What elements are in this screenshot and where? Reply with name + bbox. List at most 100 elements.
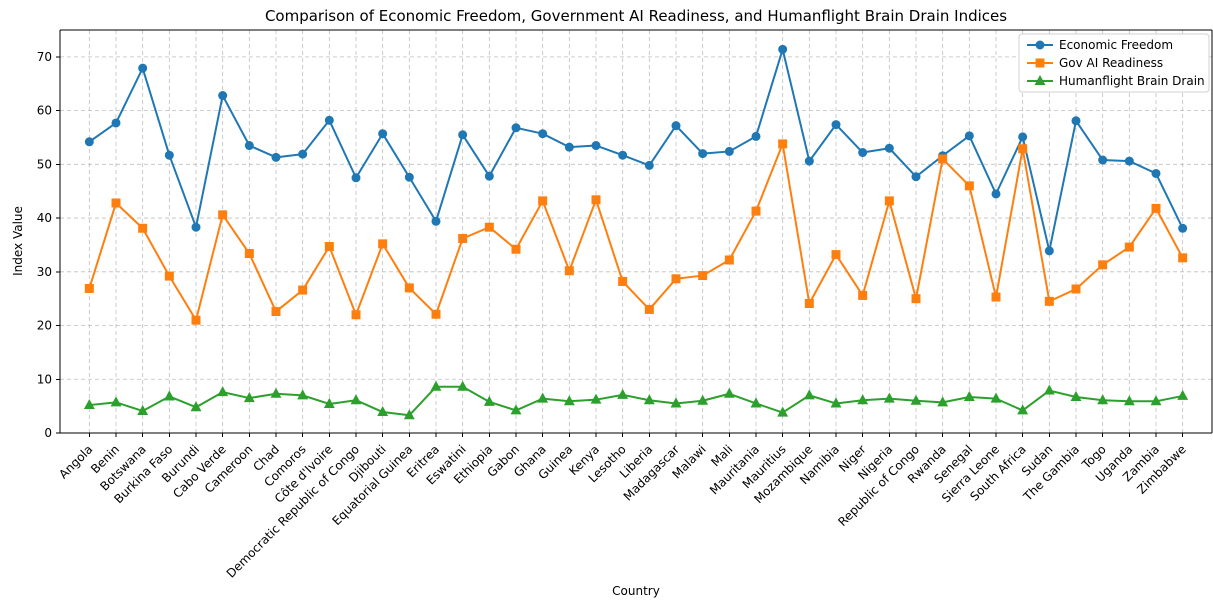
legend-label: Humanflight Brain Drain bbox=[1059, 74, 1205, 88]
data-point bbox=[671, 274, 681, 284]
x-tick-label: Angola bbox=[56, 442, 95, 481]
data-point bbox=[830, 397, 842, 408]
data-point bbox=[618, 276, 628, 286]
y-tick-label: 50 bbox=[37, 157, 52, 171]
y-tick-label: 70 bbox=[37, 50, 52, 64]
data-point bbox=[1151, 203, 1161, 213]
data-point bbox=[964, 131, 974, 141]
data-point bbox=[537, 392, 549, 403]
data-point bbox=[670, 397, 682, 408]
data-point bbox=[644, 304, 654, 314]
y-tick-label: 10 bbox=[37, 372, 52, 386]
data-point bbox=[1071, 116, 1081, 126]
series-line-0 bbox=[88, 48, 1184, 252]
data-point bbox=[298, 285, 308, 295]
y-tick-label: 20 bbox=[37, 319, 52, 333]
data-point bbox=[1150, 395, 1162, 406]
data-point bbox=[298, 149, 308, 159]
data-point bbox=[404, 172, 414, 182]
data-point bbox=[217, 386, 229, 397]
data-point bbox=[511, 123, 521, 133]
y-tick-label: 40 bbox=[37, 211, 52, 225]
legend-marker bbox=[1035, 58, 1045, 68]
data-point bbox=[243, 392, 255, 403]
data-point bbox=[1018, 144, 1028, 154]
data-point bbox=[1098, 260, 1108, 270]
data-point bbox=[937, 396, 949, 407]
data-point bbox=[1124, 156, 1134, 166]
data-point bbox=[510, 404, 522, 415]
data-point bbox=[458, 130, 468, 140]
data-point bbox=[723, 387, 735, 398]
data-point bbox=[884, 143, 894, 153]
legend-label: Economic Freedom bbox=[1059, 38, 1173, 52]
data-point bbox=[858, 290, 868, 300]
data-point bbox=[591, 195, 601, 205]
data-point bbox=[643, 394, 655, 405]
data-point bbox=[883, 392, 895, 403]
data-point bbox=[698, 271, 708, 281]
data-point bbox=[190, 401, 202, 412]
data-point bbox=[751, 131, 761, 141]
data-point bbox=[1177, 389, 1189, 400]
data-point bbox=[1097, 394, 1109, 405]
data-point bbox=[84, 283, 94, 293]
data-point bbox=[1178, 253, 1188, 263]
legend-label: Gov AI Readiness bbox=[1059, 56, 1163, 70]
data-point bbox=[191, 222, 201, 232]
data-point bbox=[511, 244, 521, 254]
data-point bbox=[564, 266, 574, 276]
data-point bbox=[324, 115, 334, 125]
data-point bbox=[617, 388, 629, 399]
data-point bbox=[138, 223, 148, 233]
y-tick-label: 60 bbox=[37, 104, 52, 118]
data-point bbox=[724, 146, 734, 156]
data-point bbox=[804, 299, 814, 309]
data-point bbox=[618, 150, 628, 160]
data-point bbox=[324, 242, 334, 252]
grid-layer bbox=[60, 30, 1212, 434]
y-tick-label: 30 bbox=[37, 265, 52, 279]
series-line-1 bbox=[88, 142, 1184, 322]
data-point bbox=[644, 160, 654, 170]
data-point bbox=[964, 181, 974, 191]
data-point bbox=[1044, 296, 1054, 306]
data-point bbox=[910, 394, 922, 405]
data-point bbox=[990, 392, 1002, 403]
data-point bbox=[164, 271, 174, 281]
data-point bbox=[831, 120, 841, 130]
x-axis-label: Country bbox=[612, 584, 660, 598]
data-point bbox=[458, 233, 468, 243]
data-point bbox=[163, 390, 175, 401]
data-point bbox=[1070, 390, 1082, 401]
data-point bbox=[271, 152, 281, 162]
data-point bbox=[378, 129, 388, 139]
data-point bbox=[884, 196, 894, 206]
y-tick-label: 0 bbox=[44, 426, 52, 440]
data-point bbox=[1124, 242, 1134, 252]
data-point bbox=[778, 44, 788, 54]
data-point bbox=[271, 307, 281, 317]
data-point bbox=[991, 189, 1001, 199]
legend-item: Humanflight Brain Drain bbox=[1027, 74, 1205, 88]
data-point bbox=[591, 141, 601, 151]
data-point bbox=[804, 156, 814, 166]
data-point bbox=[164, 150, 174, 160]
data-point bbox=[270, 387, 282, 398]
data-point bbox=[431, 216, 441, 226]
data-point bbox=[671, 121, 681, 131]
data-point bbox=[111, 198, 121, 208]
data-point bbox=[484, 171, 494, 181]
data-point bbox=[538, 196, 548, 206]
data-point bbox=[84, 137, 94, 147]
data-point bbox=[138, 63, 148, 73]
axes-layer: 010203040506070AngolaBeninBotswanaBurkin… bbox=[37, 29, 1213, 581]
series-line-2 bbox=[88, 385, 1184, 417]
data-point bbox=[323, 397, 335, 408]
data-point bbox=[191, 315, 201, 325]
legend-marker bbox=[1035, 40, 1045, 50]
data-point bbox=[1017, 404, 1029, 415]
data-point bbox=[803, 389, 815, 400]
